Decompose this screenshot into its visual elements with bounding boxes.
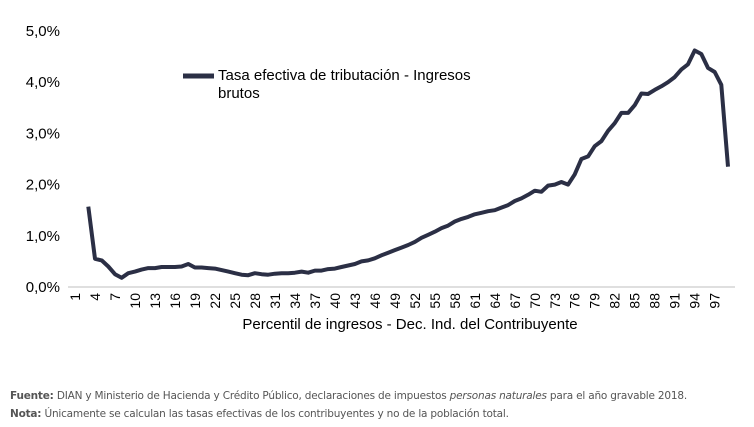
x-tick-label: 1: [67, 293, 83, 301]
x-tick-label: 88: [647, 293, 663, 309]
x-tick-label: 10: [127, 293, 143, 309]
y-tick-label: 4,0%: [26, 74, 60, 91]
x-tick-label: 25: [227, 293, 243, 309]
x-tick-label: 19: [187, 293, 203, 309]
y-tick-label: 1,0%: [26, 228, 60, 245]
x-tick-label: 37: [307, 293, 323, 309]
footnote: Nota: Únicamente se calculan las tasas e…: [10, 408, 509, 420]
x-tick-label: 34: [287, 293, 303, 309]
y-tick-label: 0,0%: [26, 279, 60, 296]
x-tick-label: 31: [267, 293, 283, 309]
x-tick-label: 82: [607, 293, 623, 309]
footnote-italic: personas naturales: [449, 390, 547, 402]
footnote-label: Nota:: [10, 408, 42, 420]
x-tick-label: 16: [167, 293, 183, 309]
legend-label: Tasa efectiva de tributación - Ingresos …: [218, 67, 471, 102]
x-tick-label: 28: [247, 293, 263, 309]
x-tick-label: 13: [147, 293, 163, 309]
footnote-text: DIAN y Ministerio de Hacienda y Crédito …: [56, 390, 450, 402]
x-tick-label: 64: [487, 293, 503, 309]
x-tick-label: 4: [87, 293, 103, 301]
x-tick-label: 94: [687, 293, 703, 309]
x-tick-label: 70: [527, 293, 543, 309]
x-tick-label: 22: [207, 293, 223, 309]
x-tick-label: 55: [427, 293, 443, 309]
x-tick-label: 46: [367, 293, 383, 309]
x-tick-label: 79: [587, 293, 603, 309]
x-tick-label: 85: [627, 293, 643, 309]
chart: Percentil de ingresos - Dec. Ind. del Co…: [26, 23, 735, 333]
x-tick-label: 61: [467, 293, 483, 309]
x-tick-label: 7: [107, 293, 123, 301]
footnote: Fuente: DIAN y Ministerio de Hacienda y …: [10, 390, 687, 402]
y-tick-label: 2,0%: [26, 177, 60, 194]
footnote-text: para el año gravable 2018.: [546, 390, 687, 402]
x-tick-label: 40: [327, 293, 343, 309]
x-tick-label: 43: [347, 293, 363, 309]
x-tick-label: 49: [387, 293, 403, 309]
x-tick-label: 97: [707, 293, 723, 309]
x-axis-label: Percentil de ingresos - Dec. Ind. del Co…: [242, 316, 577, 333]
x-tick-label: 91: [667, 293, 683, 309]
x-tick-label: 52: [407, 293, 423, 309]
x-tick-label: 73: [547, 293, 563, 309]
x-tick-label: 58: [447, 293, 463, 309]
footnote-text: Únicamente se calculan las tasas efectiv…: [44, 408, 509, 420]
footnote-label: Fuente:: [10, 390, 54, 402]
y-tick-label: 3,0%: [26, 125, 60, 142]
x-tick-label: 76: [567, 293, 583, 309]
x-tick-label: 67: [507, 293, 523, 309]
y-tick-label: 5,0%: [26, 23, 60, 40]
data-line: [86, 48, 730, 280]
